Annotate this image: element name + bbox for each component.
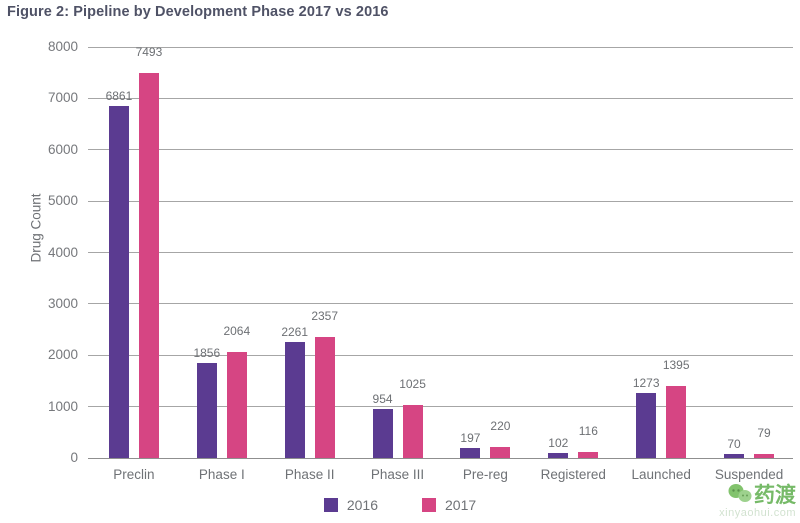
x-category-label-phase-ii: Phase II [284, 467, 335, 482]
yaodu-leaves-logo-icon [728, 484, 752, 502]
gridline-3000 [88, 303, 793, 305]
x-category-label-launched: Launched [631, 467, 691, 482]
y-tick-label-4000: 4000 [47, 244, 78, 260]
gridline-1000 [88, 406, 793, 408]
bar-2016-pre-reg [460, 447, 481, 458]
bar-2017-registered [578, 452, 599, 458]
value-label-2017-suspended: 79 [757, 425, 771, 440]
gridline-7000 [88, 97, 793, 99]
value-label-2016-launched: 1273 [632, 375, 660, 390]
y-tick-label-5000: 5000 [47, 193, 78, 209]
y-tick-label-0: 0 [70, 450, 78, 465]
bar-2017-preclin [138, 73, 159, 458]
value-label-2017-launched: 1395 [662, 358, 690, 373]
x-category-label-phase-iii: Phase III [370, 467, 425, 482]
legend-swatch-2016 [323, 498, 338, 512]
y-tick-label-8000: 8000 [47, 39, 78, 54]
value-label-2016-phase-i: 1856 [193, 345, 221, 360]
value-label-2016-pre-reg: 197 [460, 430, 481, 445]
bar-2017-phase-iii [402, 405, 423, 458]
legend-label-2016: 2016 [346, 497, 378, 513]
y-tick-label-7000: 7000 [47, 90, 78, 106]
value-label-2017-registered: 116 [578, 424, 598, 439]
value-label-2017-phase-i: 2064 [223, 323, 251, 338]
y-tick-label-2000: 2000 [47, 347, 78, 363]
value-label-2017-pre-reg: 220 [490, 418, 511, 433]
value-label-2016-phase-iii: 954 [372, 391, 393, 406]
value-label-2016-preclin: 6861 [105, 88, 133, 103]
bar-2017-phase-i [226, 351, 247, 458]
watermark-url-text: xinyaohui.com [719, 507, 796, 519]
gridline-0 [88, 457, 793, 459]
chart-legend: 2016 2017 [0, 497, 800, 513]
bar-2016-launched [636, 392, 657, 458]
y-tick-label-6000: 6000 [47, 141, 78, 157]
y-tick-label-1000: 1000 [47, 398, 78, 414]
bar-2016-registered [548, 452, 569, 458]
legend-item-2016: 2016 [323, 497, 378, 513]
bar-2016-phase-iii [372, 408, 393, 458]
legend-item-2017: 2017 [422, 497, 476, 513]
gridline-4000 [88, 252, 793, 253]
value-label-2016-phase-ii: 2261 [281, 324, 309, 339]
gridline-5000 [88, 200, 793, 202]
figure-title: Figure 2: Pipeline by Development Phase … [7, 4, 389, 20]
value-label-2017-preclin: 7493 [135, 45, 163, 60]
bar-2017-suspended [754, 453, 775, 458]
x-category-label-suspended: Suspended [714, 467, 784, 482]
gridline-2000 [88, 354, 793, 356]
x-category-label-registered: Registered [540, 467, 606, 482]
bar-2016-phase-ii [284, 341, 305, 458]
bar-2017-launched [666, 386, 687, 458]
watermark: 药渡 xinyaohui.com [688, 479, 796, 519]
bar-2017-pre-reg [490, 446, 511, 458]
value-label-2016-registered: 102 [548, 435, 569, 450]
legend-label-2017: 2017 [445, 497, 477, 513]
x-category-label-preclin: Preclin [113, 467, 155, 482]
x-category-label-phase-i: Phase I [198, 467, 245, 482]
gridline-6000 [88, 149, 793, 151]
watermark-brand-text: 药渡 [754, 483, 796, 507]
bar-2016-suspended [724, 454, 745, 458]
x-category-label-pre-reg: Pre-reg [462, 467, 508, 482]
value-label-2017-phase-iii: 1025 [399, 377, 426, 392]
bar-2016-phase-i [196, 362, 217, 458]
y-tick-label-3000: 3000 [47, 295, 78, 311]
bar-2016-preclin [108, 105, 129, 458]
value-label-2016-suspended: 70 [727, 437, 741, 452]
gridline-8000 [88, 46, 793, 48]
watermark-brand-row: 药渡 [688, 479, 796, 509]
bar-2017-phase-ii [314, 336, 335, 458]
value-label-2017-phase-ii: 2357 [311, 308, 339, 323]
legend-swatch-2017 [422, 498, 436, 512]
